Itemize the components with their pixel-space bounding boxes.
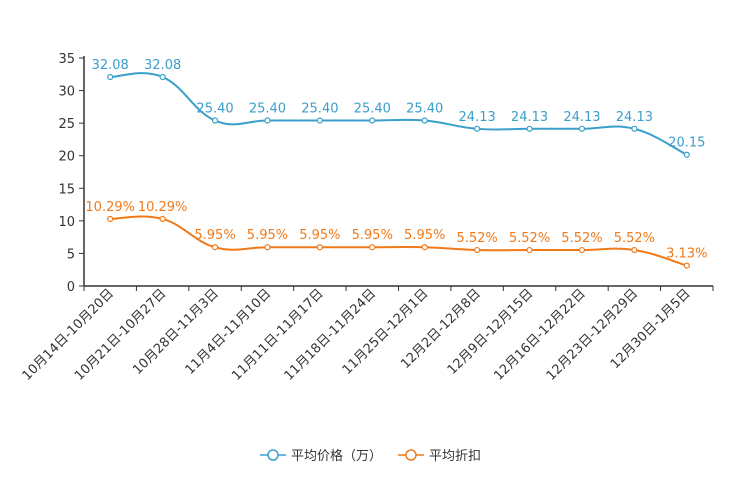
series-labels: 32.08 32.08 25.40 25.40 25.40 25.40 25.40 24.13… bbox=[85, 58, 707, 262]
series-lines bbox=[110, 72, 688, 267]
data-point[interactable] bbox=[107, 215, 114, 223]
data-point[interactable] bbox=[683, 262, 690, 269]
x-tick-label: 10月21日-10月27日 bbox=[72, 286, 169, 383]
data-point[interactable] bbox=[631, 125, 638, 132]
data-label: 24.13 bbox=[459, 110, 496, 125]
x-tick-label: 10月14日-10月20日 bbox=[20, 286, 117, 383]
y-tick-label: 10 bbox=[58, 215, 75, 230]
data-label: 10.29% bbox=[85, 200, 135, 215]
data-label: 24.13 bbox=[563, 110, 600, 125]
data-label: 20.15 bbox=[668, 136, 705, 151]
y-tick-label: 30 bbox=[58, 85, 75, 100]
data-label: 5.95% bbox=[352, 228, 393, 243]
data-point[interactable] bbox=[369, 117, 376, 124]
data-point[interactable] bbox=[369, 244, 376, 251]
data-point[interactable] bbox=[107, 73, 114, 81]
series-line-2 bbox=[110, 215, 688, 267]
x-tick-label: 11月11日-11月17日 bbox=[229, 286, 326, 383]
y-tick-label: 0 bbox=[67, 280, 75, 295]
data-point[interactable] bbox=[211, 117, 219, 124]
series-points bbox=[107, 73, 690, 269]
legend-label: 平均价格（万） bbox=[291, 448, 382, 464]
data-label: 25.40 bbox=[301, 102, 338, 117]
data-point[interactable] bbox=[316, 117, 323, 124]
data-label: 25.40 bbox=[196, 102, 233, 117]
data-point[interactable] bbox=[474, 246, 481, 254]
data-label: 25.40 bbox=[354, 102, 391, 117]
data-label: 32.08 bbox=[92, 58, 129, 73]
data-label: 5.95% bbox=[247, 228, 288, 243]
y-tick-label: 5 bbox=[67, 247, 75, 262]
x-tick-label: 11月18日-11月24日 bbox=[282, 286, 379, 383]
data-label: 25.40 bbox=[406, 102, 443, 117]
data-point[interactable] bbox=[578, 246, 586, 254]
data-label: 32.08 bbox=[144, 58, 181, 73]
data-label: 24.13 bbox=[511, 110, 548, 125]
legend-marker-icon bbox=[405, 449, 417, 461]
data-label: 5.52% bbox=[614, 231, 655, 246]
data-point[interactable] bbox=[526, 125, 533, 132]
data-label: 5.52% bbox=[456, 231, 497, 246]
data-point[interactable] bbox=[421, 117, 428, 124]
data-point[interactable] bbox=[526, 246, 533, 254]
data-label: 5.95% bbox=[194, 228, 235, 243]
data-label: 5.95% bbox=[404, 228, 445, 243]
y-tick-label: 35 bbox=[58, 52, 75, 67]
y-tick-label: 15 bbox=[58, 182, 75, 197]
data-label: 25.40 bbox=[249, 102, 286, 117]
data-point[interactable] bbox=[683, 151, 690, 158]
data-point[interactable] bbox=[264, 244, 271, 251]
data-point[interactable] bbox=[264, 117, 271, 124]
y-tick-label: 20 bbox=[58, 150, 75, 165]
data-label: 5.52% bbox=[561, 231, 602, 246]
y-tick-label: 25 bbox=[58, 117, 75, 132]
data-point[interactable] bbox=[211, 244, 219, 251]
legend-marker-icon bbox=[267, 449, 279, 461]
data-point[interactable] bbox=[578, 125, 586, 132]
legend-item-2[interactable]: 平均折扣 bbox=[398, 449, 481, 464]
legend-item-1[interactable]: 平均价格（万） bbox=[260, 448, 382, 464]
legend[interactable]: 平均价格（万） 平均折扣 bbox=[260, 448, 481, 464]
data-label: 5.95% bbox=[299, 228, 340, 243]
data-point[interactable] bbox=[631, 246, 638, 254]
x-tick-label: 12月23日-12月29日 bbox=[544, 286, 641, 383]
data-point[interactable] bbox=[316, 244, 323, 251]
data-point[interactable] bbox=[159, 215, 166, 223]
data-label: 10.29% bbox=[138, 200, 188, 215]
series-line-1 bbox=[110, 72, 688, 156]
legend-label: 平均折扣 bbox=[429, 449, 481, 464]
data-point[interactable] bbox=[474, 125, 481, 132]
x-tick-label: 12月16日-12月22日 bbox=[491, 286, 588, 383]
data-point[interactable] bbox=[421, 244, 428, 251]
data-label: 24.13 bbox=[616, 110, 653, 125]
data-label: 3.13% bbox=[666, 247, 707, 262]
data-point[interactable] bbox=[159, 73, 166, 81]
data-label: 5.52% bbox=[509, 231, 550, 246]
